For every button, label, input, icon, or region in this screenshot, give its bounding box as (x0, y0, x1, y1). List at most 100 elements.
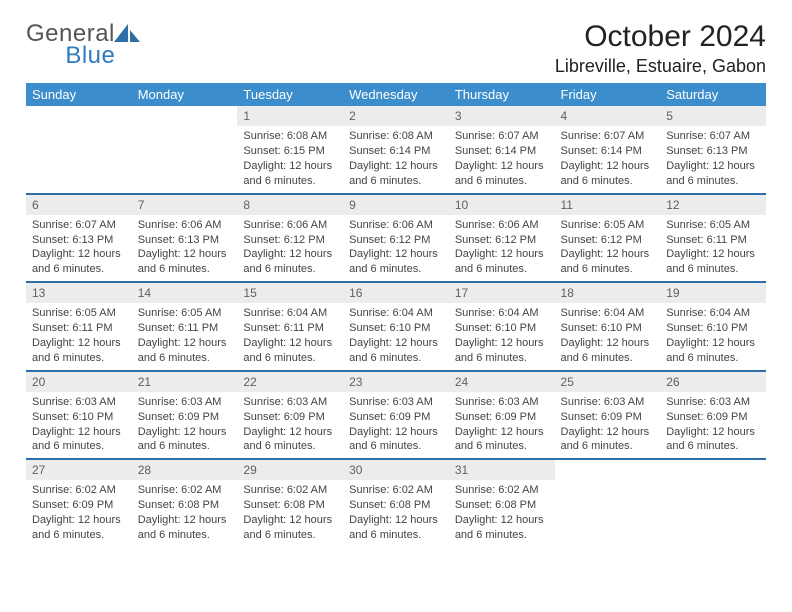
day-number: 9 (343, 195, 449, 215)
month-title: October 2024 (555, 20, 766, 54)
calendar-week-row: 27Sunrise: 6:02 AMSunset: 6:09 PMDayligh… (26, 459, 766, 547)
title-block: October 2024 Libreville, Estuaire, Gabon (555, 20, 766, 77)
daylight-line: Daylight: 12 hours and 6 minutes. (455, 336, 549, 366)
day-number: 20 (26, 372, 132, 392)
sunset-line: Sunset: 6:09 PM (455, 410, 549, 425)
day-details: Sunrise: 6:02 AMSunset: 6:08 PMDaylight:… (449, 480, 555, 546)
sunrise-line: Sunrise: 6:05 AM (138, 306, 232, 321)
calendar-day-cell: 9Sunrise: 6:06 AMSunset: 6:12 PMDaylight… (343, 194, 449, 283)
sunset-line: Sunset: 6:12 PM (349, 233, 443, 248)
sunset-line: Sunset: 6:09 PM (349, 410, 443, 425)
day-number: 17 (449, 283, 555, 303)
location-text: Libreville, Estuaire, Gabon (555, 56, 766, 77)
weekday-header: Tuesday (237, 83, 343, 106)
daylight-line: Daylight: 12 hours and 6 minutes. (138, 425, 232, 455)
page-header: General Blue October 2024 Libreville, Es… (26, 20, 766, 77)
day-number: 16 (343, 283, 449, 303)
day-details: Sunrise: 6:06 AMSunset: 6:12 PMDaylight:… (449, 215, 555, 281)
day-details: Sunrise: 6:06 AMSunset: 6:12 PMDaylight:… (343, 215, 449, 281)
calendar-day-cell: 23 Sunrise: 6:03 AMSunset: 6:09 PMDayligh… (343, 371, 449, 460)
day-number: 7 (132, 195, 238, 215)
calendar-day-cell: 19Sunrise: 6:04 AMSunset: 6:10 PMDayligh… (660, 282, 766, 371)
day-details: Sunrise: 6:08 AMSunset: 6:15 PMDaylight:… (237, 126, 343, 192)
sunrise-line: Sunrise: 6:05 AM (561, 218, 655, 233)
daylight-line: Daylight: 12 hours and 6 minutes. (243, 513, 337, 543)
sunrise-line: Sunrise: 6:02 AM (32, 483, 126, 498)
day-details: Sunrise: 6:03 AMSunset: 6:09 PMDaylight:… (449, 392, 555, 458)
day-details: Sunrise: 6:03 AMSunset: 6:09 PMDaylight:… (132, 392, 238, 458)
daylight-line: Daylight: 12 hours and 6 minutes. (138, 513, 232, 543)
weekday-header: Saturday (660, 83, 766, 106)
sunrise-line: Sunrise: 6:02 AM (349, 483, 443, 498)
day-number: 14 (132, 283, 238, 303)
sunset-line: Sunset: 6:09 PM (561, 410, 655, 425)
day-details: Sunrise: 6:03 AMSunset: 6:10 PMDaylight:… (26, 392, 132, 458)
day-number: 22 (237, 372, 343, 392)
sunset-line: Sunset: 6:14 PM (561, 144, 655, 159)
day-details: Sunrise: 6:04 AMSunset: 6:10 PMDaylight:… (555, 303, 661, 369)
day-details: Sunrise: 6:07 AMSunset: 6:13 PMDaylight:… (26, 215, 132, 281)
calendar-day-cell: 15Sunrise: 6:04 AMSunset: 6:11 PMDayligh… (237, 282, 343, 371)
sunrise-line: Sunrise: 6:03 AM (349, 395, 443, 410)
sunset-line: Sunset: 6:12 PM (243, 233, 337, 248)
calendar-day-cell: 16Sunrise: 6:04 AMSunset: 6:10 PMDayligh… (343, 282, 449, 371)
brand-word-2: Blue (65, 42, 115, 69)
sunrise-line: Sunrise: 6:08 AM (349, 129, 443, 144)
calendar-day-cell: 6Sunrise: 6:07 AMSunset: 6:13 PMDaylight… (26, 194, 132, 283)
sunrise-line: Sunrise: 6:03 AM (32, 395, 126, 410)
sunset-line: Sunset: 6:09 PM (32, 498, 126, 513)
calendar-day-cell: 17Sunrise: 6:04 AMSunset: 6:10 PMDayligh… (449, 282, 555, 371)
sunrise-line: Sunrise: 6:02 AM (243, 483, 337, 498)
sunset-line: Sunset: 6:13 PM (138, 233, 232, 248)
day-details: Sunrise: 6:03 AMSunset: 6:09 PMDaylight:… (555, 392, 661, 458)
brand-sail-icon (114, 24, 140, 44)
daylight-line: Daylight: 12 hours and 6 minutes. (349, 336, 443, 366)
day-number: 24 (449, 372, 555, 392)
daylight-line: Daylight: 12 hours and 6 minutes. (32, 247, 126, 277)
day-number: 23 (343, 372, 449, 392)
sunrise-line: Sunrise: 6:02 AM (138, 483, 232, 498)
daylight-line: Daylight: 12 hours and 6 minutes. (243, 425, 337, 455)
daylight-line: Daylight: 12 hours and 6 minutes. (666, 425, 760, 455)
calendar-week-row: ....1Sunrise: 6:08 AMSunset: 6:15 PMDayl… (26, 106, 766, 194)
day-number: 11 (555, 195, 661, 215)
weekday-header: Wednesday (343, 83, 449, 106)
sunset-line: Sunset: 6:10 PM (666, 321, 760, 336)
daylight-line: Daylight: 12 hours and 6 minutes. (243, 159, 337, 189)
daylight-line: Daylight: 12 hours and 6 minutes. (349, 159, 443, 189)
sunrise-line: Sunrise: 6:05 AM (32, 306, 126, 321)
day-details: Sunrise: 6:03 AMSunset: 6:09 PMDaylight:… (660, 392, 766, 458)
day-number: 5 (660, 106, 766, 126)
calendar-day-cell: 21Sunrise: 6:03 AMSunset: 6:09 PMDayligh… (132, 371, 238, 460)
day-details: Sunrise: 6:06 AMSunset: 6:13 PMDaylight:… (132, 215, 238, 281)
day-number: 2 (343, 106, 449, 126)
daylight-line: Daylight: 12 hours and 6 minutes. (32, 513, 126, 543)
sunrise-line: Sunrise: 6:04 AM (455, 306, 549, 321)
daylight-line: Daylight: 12 hours and 6 minutes. (455, 425, 549, 455)
sunset-line: Sunset: 6:11 PM (666, 233, 760, 248)
daylight-line: Daylight: 12 hours and 6 minutes. (561, 247, 655, 277)
weekday-header-row: SundayMondayTuesdayWednesdayThursdayFrid… (26, 83, 766, 106)
daylight-line: Daylight: 12 hours and 6 minutes. (138, 247, 232, 277)
sunrise-line: Sunrise: 6:07 AM (561, 129, 655, 144)
brand-logo: General Blue (26, 20, 169, 48)
weekday-header: Sunday (26, 83, 132, 106)
day-number: 6 (26, 195, 132, 215)
sunset-line: Sunset: 6:08 PM (349, 498, 443, 513)
calendar-day-cell: 1Sunrise: 6:08 AMSunset: 6:15 PMDaylight… (237, 106, 343, 194)
day-number: 21 (132, 372, 238, 392)
calendar-day-cell: 4Sunrise: 6:07 AMSunset: 6:14 PMDaylight… (555, 106, 661, 194)
daylight-line: Daylight: 12 hours and 6 minutes. (349, 425, 443, 455)
daylight-line: Daylight: 12 hours and 6 minutes. (455, 159, 549, 189)
sunrise-line: Sunrise: 6:06 AM (243, 218, 337, 233)
day-number: 4 (555, 106, 661, 126)
calendar-day-cell: 26Sunrise: 6:03 AMSunset: 6:09 PMDayligh… (660, 371, 766, 460)
day-number: 26 (660, 372, 766, 392)
sunset-line: Sunset: 6:10 PM (561, 321, 655, 336)
calendar-day-cell: 31Sunrise: 6:02 AMSunset: 6:08 PMDayligh… (449, 459, 555, 547)
day-details: Sunrise: 6:04 AMSunset: 6:11 PMDaylight:… (237, 303, 343, 369)
sunset-line: Sunset: 6:10 PM (32, 410, 126, 425)
day-details: Sunrise: 6:05 AMSunset: 6:12 PMDaylight:… (555, 215, 661, 281)
sunrise-line: Sunrise: 6:04 AM (349, 306, 443, 321)
day-number: 19 (660, 283, 766, 303)
